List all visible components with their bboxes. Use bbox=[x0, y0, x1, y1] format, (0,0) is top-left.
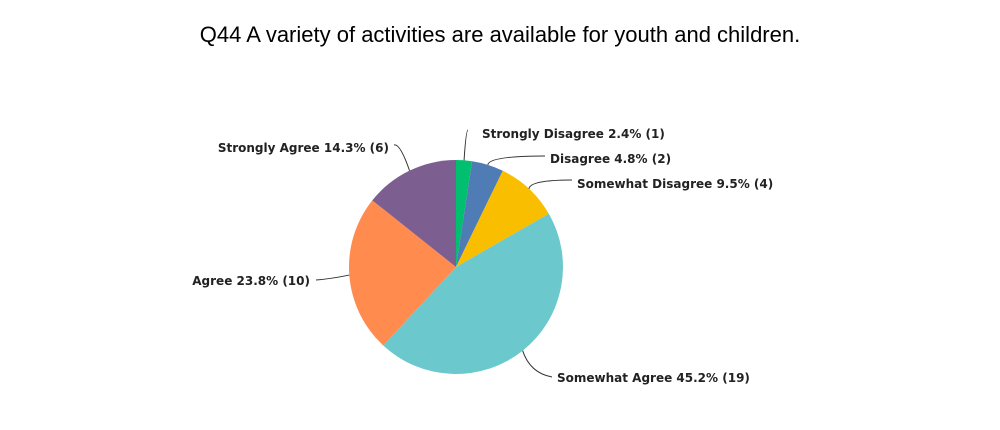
slice-label-somewhat-agree: Somewhat Agree 45.2% (19) bbox=[557, 371, 750, 385]
slice-label-agree: Agree 23.8% (10) bbox=[192, 274, 310, 288]
pie-slice-strongly-agree bbox=[372, 160, 456, 267]
slice-label-strongly-agree: Strongly Agree 14.3% (6) bbox=[218, 141, 389, 155]
pie-slice-strongly-disagree bbox=[456, 160, 473, 267]
leader-line bbox=[393, 144, 411, 171]
pie-slices bbox=[349, 160, 563, 374]
pie-slice-somewhat-disagree bbox=[456, 170, 549, 267]
slice-label-strongly-disagree: Strongly Disagree 2.4% (1) bbox=[482, 127, 665, 141]
pie-slice-somewhat-agree bbox=[383, 213, 563, 374]
slice-label-disagree: Disagree 4.8% (2) bbox=[550, 152, 671, 166]
chart-title: Q44 A variety of activities are availabl… bbox=[199, 22, 801, 47]
slice-label-somewhat-disagree: Somewhat Disagree 9.5% (4) bbox=[577, 177, 773, 191]
slice-labels: Strongly Disagree 2.4% (1) Disagree 4.8% … bbox=[192, 127, 773, 385]
leader-line bbox=[315, 274, 350, 281]
leader-line bbox=[463, 129, 469, 161]
pie-slice-agree bbox=[349, 200, 456, 346]
pie-slice-disagree bbox=[456, 161, 503, 267]
leader-line bbox=[528, 179, 573, 189]
leader-line bbox=[487, 155, 546, 166]
leader-lines bbox=[315, 129, 573, 378]
leader-line bbox=[522, 350, 553, 378]
